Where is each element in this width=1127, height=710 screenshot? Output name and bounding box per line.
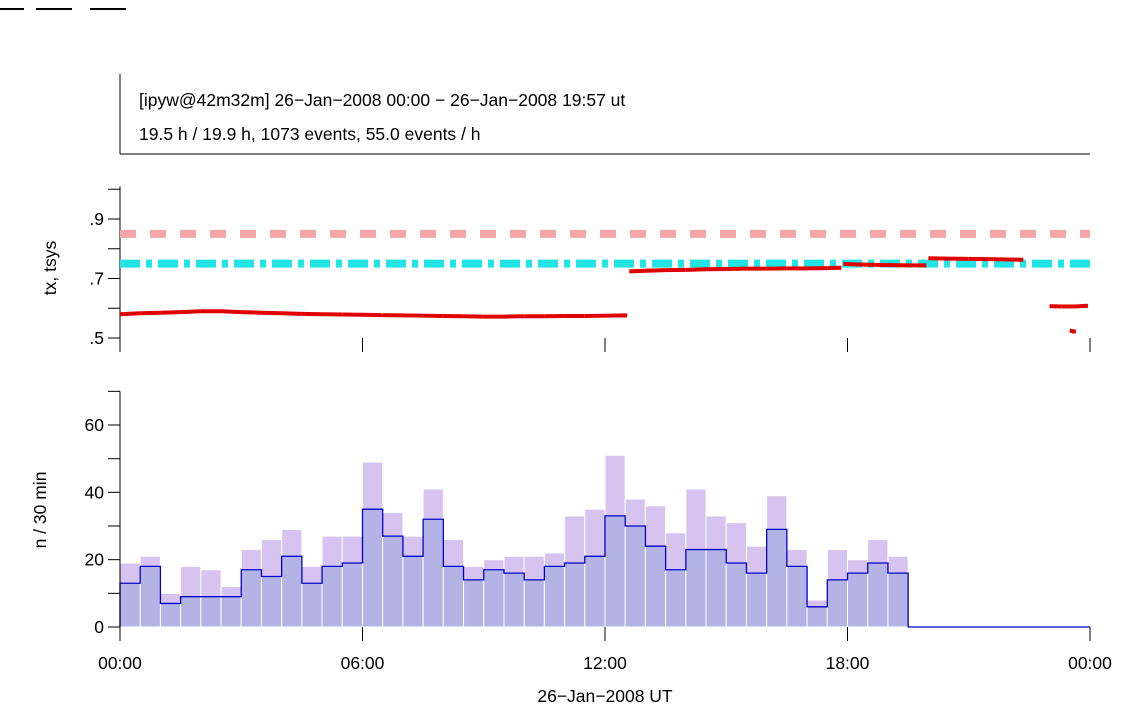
histogram-bar-selected	[220, 596, 242, 628]
histogram-y-tick-label: 60	[85, 415, 105, 435]
histogram-bar-selected	[584, 555, 606, 628]
histogram-bar-selected	[362, 508, 384, 628]
tx-point-segment	[261, 310, 282, 316]
histogram-y-tick-label: 20	[85, 550, 105, 570]
histogram-bar-selected	[503, 572, 525, 628]
tx-point-segment	[685, 267, 707, 272]
histogram-ylabel: n / 30 min	[30, 472, 50, 549]
tx-point-segment	[843, 261, 860, 267]
histogram-bar-selected	[523, 579, 545, 628]
histogram-panel: 0 20 40 60 00:00 06:00 12:00 18:00 00:00 n / 30 …	[30, 390, 1112, 706]
histogram-axes: 0 20 40 60 00:00 06:00 12:00 18:00 00:00	[85, 390, 1112, 673]
histogram-bar-selected	[786, 565, 808, 628]
histogram-bar-selected	[644, 545, 667, 628]
histogram-bar-selected	[341, 562, 363, 628]
histogram-bar-selected	[564, 562, 586, 628]
histogram-bar-selected	[725, 562, 747, 628]
histogram-bar-selected	[281, 555, 303, 628]
histogram-bar-selected	[119, 582, 141, 628]
histogram-x-tick-label: 18:00	[826, 653, 870, 673]
histogram-x-tick-label: 00:00	[98, 653, 142, 673]
histogram-y-tick-label: 0	[94, 617, 104, 637]
histogram-x-tick-label: 06:00	[341, 653, 385, 673]
histogram-x-tick-label: 00:00	[1068, 653, 1112, 673]
histogram-bar-selected	[200, 596, 222, 628]
histogram-bar-selected	[745, 572, 768, 628]
tx-tsys-panel: .5 .7 .9 tx, tsys	[40, 186, 1091, 352]
tx-point-segment	[645, 268, 666, 273]
histogram-bar-selected	[321, 565, 343, 628]
tx-point-segment	[1073, 303, 1087, 309]
tx-tsys-axes: .5 .7 .9	[89, 186, 1091, 352]
header-line2: 19.5 h / 19.9 h, 1073 events, 55.0 event…	[139, 124, 481, 144]
histogram-bar-selected	[382, 535, 404, 628]
tx-point-segment	[220, 309, 242, 315]
histogram-selected-outline	[119, 508, 1090, 628]
histogram-bar-selected	[806, 606, 828, 628]
histogram-bar-selected	[766, 528, 788, 628]
histogram-bar-selected	[543, 565, 566, 628]
tx-point-segment	[140, 310, 161, 316]
tx-point	[1071, 329, 1076, 334]
tx-point-segment	[629, 268, 646, 274]
histogram-xlabel: 26−Jan−2008 UT	[537, 686, 673, 706]
tx-point	[623, 313, 628, 318]
histogram-bar-selected	[463, 579, 485, 628]
histogram-bar-selected	[685, 549, 707, 628]
histogram-bar-selected	[826, 579, 849, 628]
header-line1: [ipyw@42m32m] 26−Jan−2008 00:00 − 26−Jan…	[139, 90, 625, 110]
histogram-bar-selected	[240, 569, 262, 628]
tx-tsys-ylabel: tx, tsys	[40, 241, 60, 296]
histogram-bar-selected	[847, 572, 869, 628]
histogram-bar-selected	[180, 596, 202, 628]
histogram-x-tick-label: 12:00	[583, 653, 627, 673]
tx-tsys-y-tick-label: .9	[89, 209, 104, 229]
tx-point	[1019, 257, 1024, 262]
histogram-bar-selected	[483, 569, 505, 628]
histogram-bar-selected	[887, 572, 909, 628]
histogram-selected	[119, 508, 909, 628]
tx-tsys-y-tick-label: .5	[89, 328, 104, 348]
histogram-bar-selected	[665, 569, 687, 628]
tx-point	[922, 263, 927, 268]
tx-point-segment	[241, 310, 262, 315]
tx-point-segment	[180, 309, 201, 315]
tx-point-segment	[160, 310, 181, 315]
histogram-bar-selected	[402, 555, 424, 628]
histogram-bar-selected	[159, 602, 182, 628]
tx-tsys-y-tick-label: .7	[89, 269, 104, 289]
histogram-bar-selected	[301, 582, 323, 628]
histogram-bar-selected	[624, 525, 646, 628]
histogram-y-tick-label: 40	[85, 482, 105, 502]
tx-point	[837, 265, 842, 270]
histogram-bar-selected	[867, 562, 889, 628]
tx-point	[1083, 303, 1088, 308]
tx-points	[119, 256, 1088, 334]
tx-point-segment	[281, 311, 302, 316]
histogram-bar-selected	[422, 518, 444, 628]
histogram-bar-selected	[442, 565, 465, 628]
histogram-bar-selected	[604, 515, 626, 628]
histogram-bar-selected	[139, 565, 161, 628]
reference-lines	[120, 229, 1090, 268]
header-panel: [ipyw@42m32m] 26−Jan−2008 00:00 − 26−Jan…	[119, 74, 1090, 155]
histogram-bar-selected	[260, 576, 283, 628]
tx-point-segment	[119, 311, 141, 317]
histogram-bar-selected	[705, 549, 727, 628]
